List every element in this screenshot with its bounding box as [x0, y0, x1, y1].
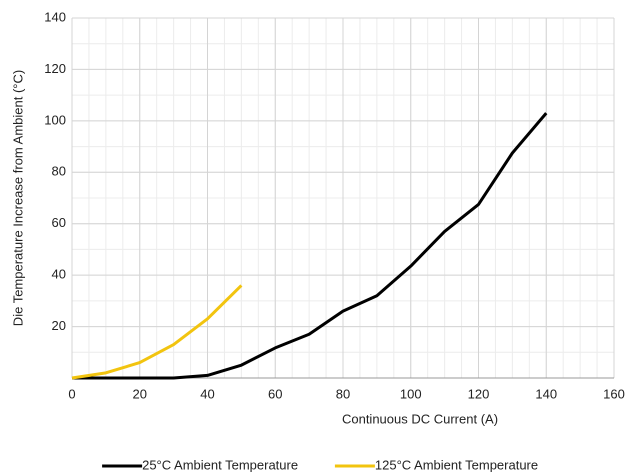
x-tick-label: 60	[268, 386, 282, 401]
x-axis-label: Continuous DC Current (A)	[342, 411, 498, 426]
x-tick-label: 120	[468, 386, 490, 401]
legend-label: 125°C Ambient Temperature	[375, 457, 538, 472]
y-tick-label: 40	[52, 267, 66, 282]
x-tick-label: 0	[68, 386, 75, 401]
y-axis-label: Die Temperature Increase from Ambient (°…	[10, 70, 25, 326]
y-tick-label: 140	[44, 9, 66, 24]
legend-label: 25°C Ambient Temperature	[142, 457, 298, 472]
x-tick-label: 160	[603, 386, 625, 401]
x-tick-label: 40	[200, 386, 214, 401]
y-tick-label: 60	[52, 215, 66, 230]
y-tick-label: 100	[44, 112, 66, 127]
y-tick-label: 20	[52, 318, 66, 333]
x-tick-label: 100	[400, 386, 422, 401]
x-tick-label: 20	[133, 386, 147, 401]
x-tick-label: 140	[535, 386, 557, 401]
x-tick-label: 80	[336, 386, 350, 401]
y-tick-label: 80	[52, 164, 66, 179]
series-line	[71, 284, 243, 380]
y-tick-label: 120	[44, 61, 66, 76]
series-line	[72, 112, 548, 380]
